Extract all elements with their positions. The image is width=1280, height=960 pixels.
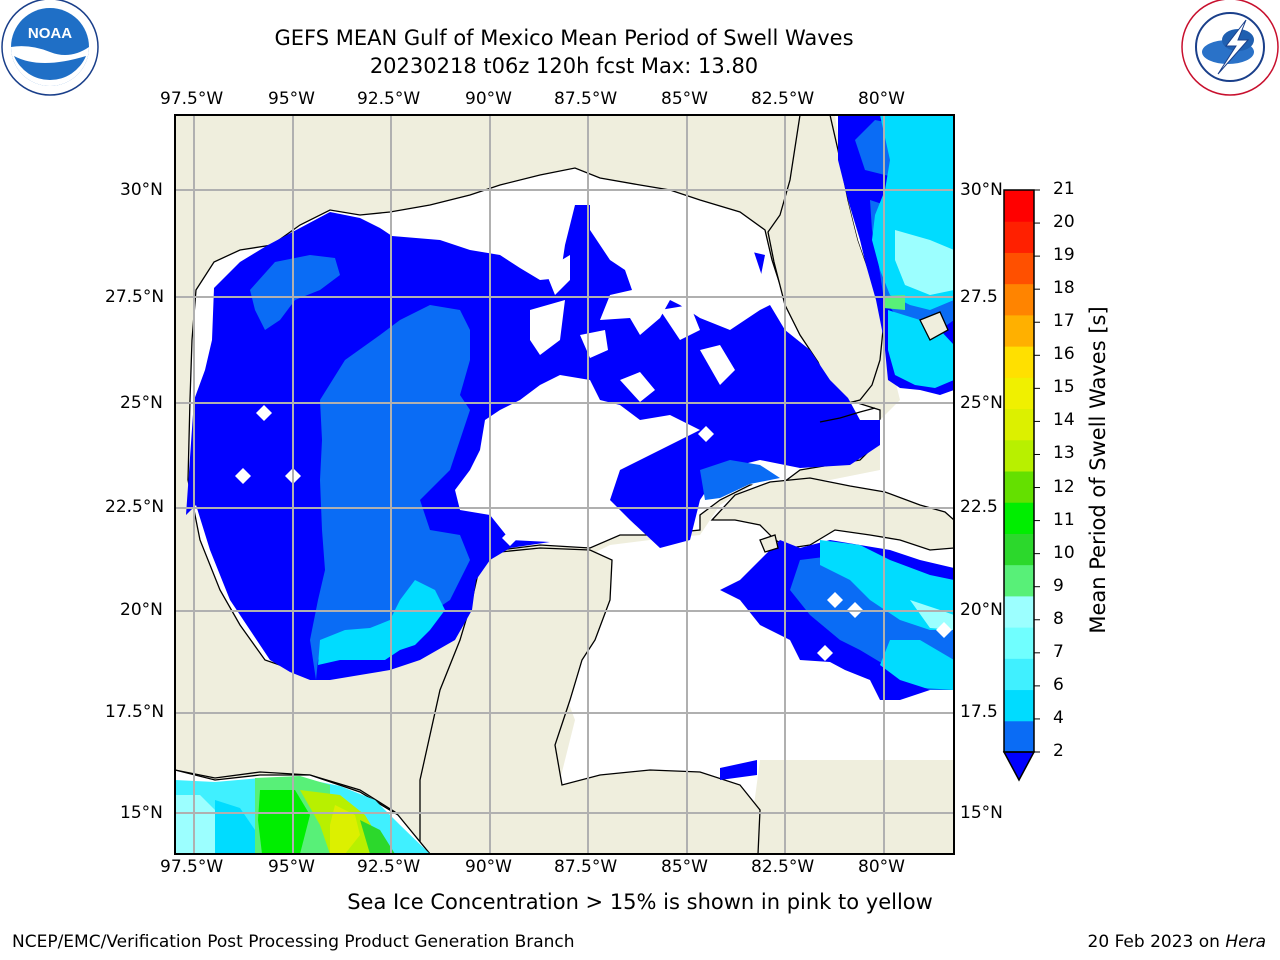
noaa-logo-text: NOAA — [28, 25, 72, 42]
sea-ice-note: Sea Ice Concentration > 15% is shown in … — [347, 890, 933, 914]
colorbar-frame — [1003, 189, 1035, 753]
graticule — [175, 115, 954, 854]
colorbar-tick-label: 4 — [1053, 707, 1064, 728]
colorbar-tick-label: 10 — [1053, 542, 1075, 563]
colorbar-segment — [1004, 221, 1034, 253]
colorbar-tick-label: 18 — [1053, 278, 1075, 299]
colorbar-tick-label: 7 — [1053, 641, 1064, 662]
colorbar-tick-label: 13 — [1053, 443, 1075, 464]
isla-juventud — [759, 534, 779, 553]
lat-label-right-5: 17.5 — [960, 702, 998, 722]
colorbar-tick-label: 14 — [1053, 410, 1075, 431]
credit-date-text: 20 Feb 2023 on — [1087, 932, 1220, 952]
lat-label-left-6: 15°N — [120, 803, 163, 823]
colorbar-segment — [1004, 502, 1034, 534]
colorbar-segment — [1004, 627, 1034, 659]
colorbar-segment — [1004, 283, 1034, 316]
colorbar-segment — [1004, 252, 1034, 285]
colorbar-tick-label: 19 — [1053, 245, 1075, 266]
lat-label-left-3: 22.5°N — [105, 497, 165, 517]
colorbar-tick-label: 21 — [1053, 179, 1075, 199]
colorbar-tick-label: 20 — [1053, 212, 1075, 233]
credit-date: 20 Feb 2023 on Hera — [1088, 932, 1266, 952]
lon-label-top-4: 87.5°W — [554, 89, 618, 109]
colorbar-segment — [1004, 533, 1034, 566]
lat-label-left-4: 20°N — [120, 600, 163, 620]
lon-label-top-1: 95°W — [268, 89, 315, 109]
no-data-patches — [235, 195, 952, 661]
lon-label-bottom-4: 87.5°W — [554, 857, 618, 877]
colorbar-label: Mean Period of Swell Waves [s] — [1086, 306, 1110, 634]
colorbar-segment — [1004, 190, 1034, 222]
colorbar-segment — [1004, 689, 1034, 722]
lon-label-bottom-6: 82.5°W — [751, 857, 815, 877]
colorbar-segment — [1004, 377, 1034, 410]
colorbar-segment — [1004, 471, 1034, 503]
lon-label-top-0: 97.5°W — [160, 89, 224, 109]
colorbar-segment — [1004, 658, 1034, 691]
map-frame — [174, 114, 955, 855]
lon-label-top-6: 82.5°W — [751, 89, 815, 109]
yucatan-land — [175, 547, 761, 854]
lat-label-right-3: 22.5 — [960, 497, 998, 517]
lat-label-right-1: 27.5 — [960, 287, 998, 307]
colorbar-segment — [1004, 595, 1034, 628]
lon-label-top-5: 85°W — [661, 89, 708, 109]
lat-label-left-5: 17.5°N — [105, 702, 165, 722]
colorbar-tick-label: 9 — [1053, 575, 1064, 596]
lat-label-left-2: 25°N — [120, 393, 163, 413]
lon-label-bottom-0: 97.5°W — [160, 857, 224, 877]
bahamas — [919, 311, 949, 341]
colorbar-tick-label: 15 — [1053, 377, 1075, 398]
noaa-logo: NOAA — [1, 0, 99, 96]
colorbar-segment — [1004, 314, 1034, 347]
swell-9s — [884, 295, 905, 310]
lat-label-right-6: 15°N — [960, 803, 1003, 823]
map-area — [175, 115, 954, 854]
lon-label-bottom-1: 95°W — [268, 857, 315, 877]
lat-label-right-0: 30°N — [960, 180, 1003, 200]
lat-label-right-2: 25°N — [960, 393, 1003, 413]
lon-label-top-2: 92.5°W — [357, 89, 421, 109]
colorbar-tick-label: 17 — [1053, 311, 1075, 332]
colorbar-tick-label: 8 — [1053, 608, 1064, 629]
colorbar-tick-label: 12 — [1053, 476, 1075, 497]
figure-subtitle: 20230218 t06z 120h fcst Max: 13.80 — [369, 54, 759, 78]
colorbar-tick-label: 16 — [1053, 344, 1075, 365]
swell-8s — [895, 230, 954, 630]
colorbar-extend-arrow — [1002, 751, 1036, 782]
lon-label-bottom-5: 85°W — [661, 857, 708, 877]
colorbar-segment — [1004, 408, 1034, 441]
lon-label-bottom-3: 90°W — [465, 857, 512, 877]
colorbar-segment — [1004, 346, 1034, 378]
lat-label-left-0: 30°N — [120, 180, 163, 200]
colorbar-segment — [1004, 439, 1034, 472]
colorbar-segment — [1004, 564, 1034, 597]
nws-logo — [1181, 0, 1279, 96]
colorbar-tick-label: 6 — [1053, 674, 1064, 695]
colorbar-segment — [1004, 720, 1034, 753]
lat-label-left-1: 27.5°N — [105, 287, 165, 307]
lon-label-bottom-7: 80°W — [858, 857, 905, 877]
cuba-land — [710, 477, 954, 551]
credit-host: Hera — [1225, 932, 1266, 952]
lon-label-bottom-2: 92.5°W — [357, 857, 421, 877]
credit-branch: NCEP/EMC/Verification Post Processing Pr… — [12, 932, 575, 952]
colorbar-tick-label: 11 — [1053, 509, 1075, 530]
lon-label-top-3: 90°W — [465, 89, 512, 109]
colorbar — [1002, 189, 1040, 782]
figure-title: GEFS MEAN Gulf of Mexico Mean Period of … — [274, 26, 854, 50]
lat-label-right-4: 20°N — [960, 600, 1003, 620]
lon-label-top-7: 80°W — [858, 89, 905, 109]
colorbar-tick-label: 2 — [1053, 741, 1064, 761]
florida-keys — [819, 407, 876, 423]
